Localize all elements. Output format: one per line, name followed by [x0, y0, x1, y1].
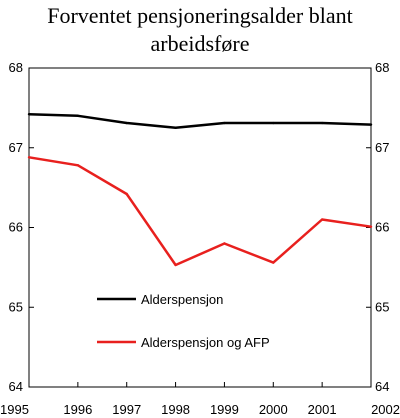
data-point-series-1 — [125, 121, 128, 125]
y-tick-label-right: 67 — [375, 140, 389, 155]
legend-label-1: Alderspensjon — [141, 292, 223, 307]
data-point-series-2 — [223, 242, 226, 245]
series-line-1 — [28, 113, 372, 130]
legend-label-2: Alderspensjon og AFP — [141, 335, 270, 350]
x-tick-label: 2001 — [308, 402, 337, 417]
x-tick-label: 1995 — [0, 402, 29, 417]
x-tick-label: 2000 — [259, 402, 288, 417]
data-point-series-2 — [27, 156, 31, 159]
data-point-series-2 — [76, 164, 80, 167]
data-point-series-1 — [174, 126, 177, 130]
chart-title-line-2: arbeidsføre — [150, 31, 250, 56]
data-point-series-1 — [320, 121, 324, 125]
data-point-series-2 — [125, 192, 128, 196]
series-lines — [27, 113, 373, 267]
y-tick-label-left: 64 — [9, 379, 23, 394]
y-tick-label-left: 67 — [9, 140, 23, 155]
y-tick-label-right: 68 — [375, 60, 389, 75]
data-point-series-1 — [223, 121, 226, 125]
ticks: 64 64 65 65 66 66 67 67 68 68 1995 1996 1997 1998 1999… — [0, 60, 400, 417]
y-tick-label-left: 65 — [9, 299, 23, 314]
x-tick-label: 1996 — [63, 402, 92, 417]
data-point-series-1 — [272, 121, 275, 125]
y-tick-label-right: 65 — [375, 299, 389, 314]
data-point-series-1 — [27, 113, 31, 116]
x-tick-label: 2002 — [371, 402, 400, 417]
y-tick-label-left: 66 — [9, 220, 23, 235]
y-tick-label-right: 66 — [375, 220, 389, 235]
chart-title: Forventet pensjoneringsalder blant arbei… — [0, 2, 400, 58]
x-tick-label: 1999 — [210, 402, 239, 417]
x-tick-label: 1997 — [112, 402, 141, 417]
data-point-series-2 — [174, 263, 177, 267]
data-point-series-1 — [369, 123, 373, 126]
chart-title-line-1: Forventet pensjoneringsalder blant — [47, 3, 353, 28]
x-tick-label: 1998 — [161, 402, 190, 417]
series-line-2 — [28, 156, 372, 267]
data-point-series-1 — [76, 114, 80, 118]
y-tick-label-left: 68 — [9, 60, 23, 75]
data-point-series-2 — [272, 261, 275, 264]
legend: Alderspensjon Alderspensjon og AFP — [97, 292, 270, 350]
data-point-series-2 — [369, 225, 373, 228]
y-tick-label-right: 64 — [375, 379, 389, 394]
data-point-series-2 — [320, 218, 324, 221]
